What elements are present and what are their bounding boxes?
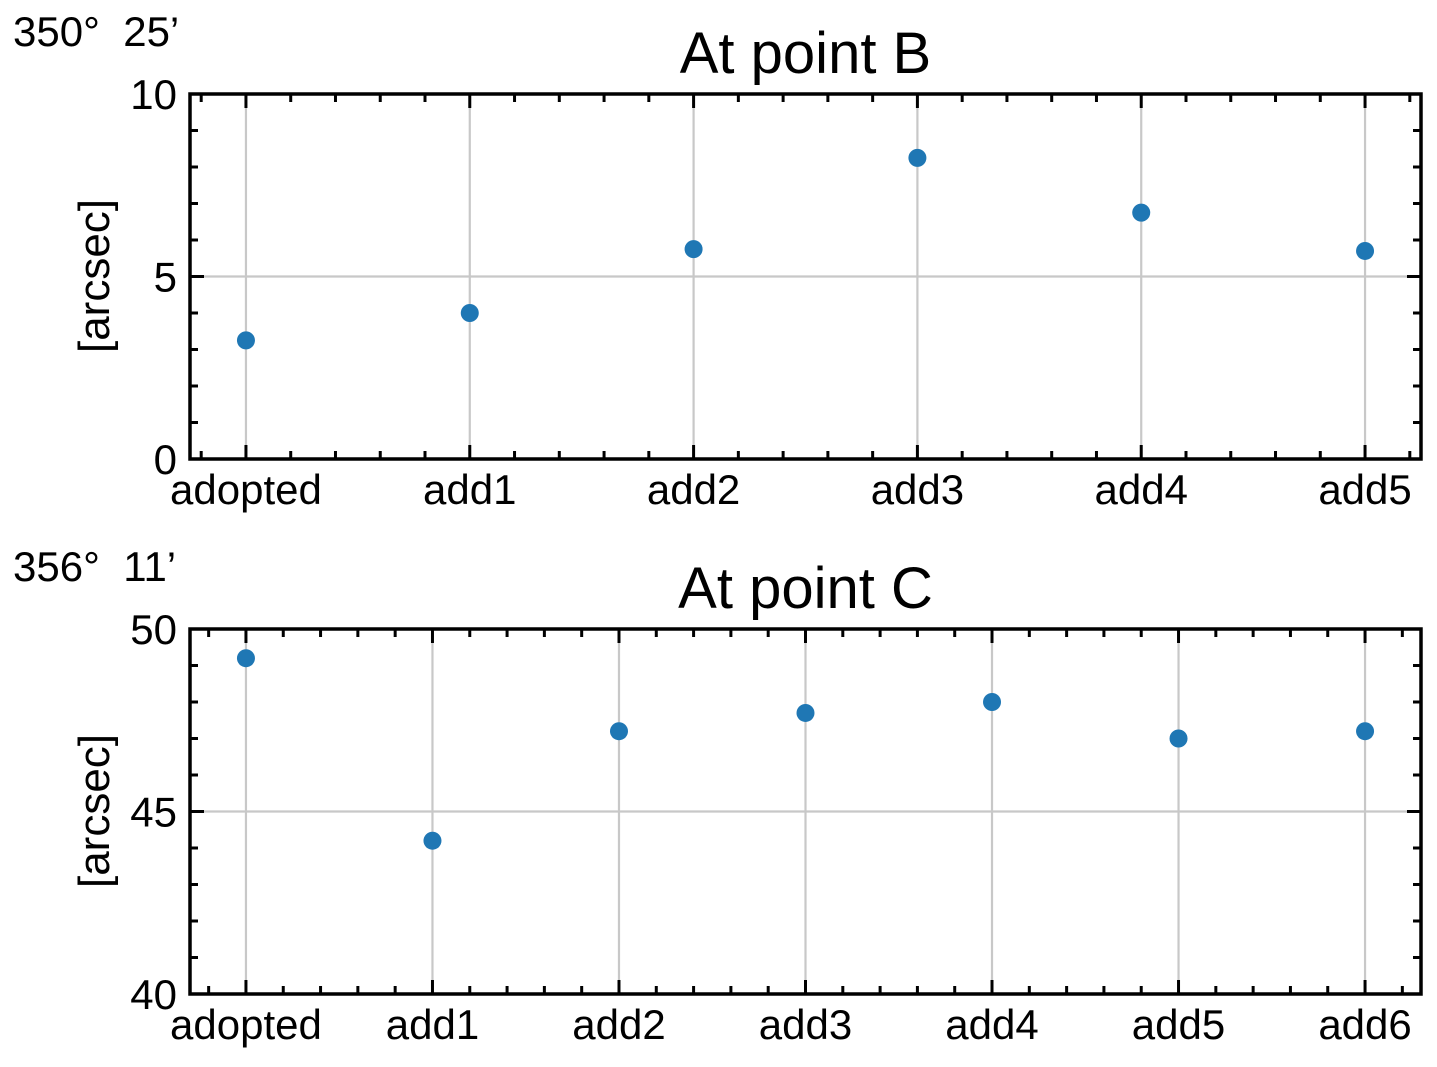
data-point-add5 — [1356, 241, 1375, 260]
data-point-adopted — [236, 331, 255, 350]
x-tick-label-add5: add5 — [1132, 1001, 1225, 1048]
data-point-add1 — [460, 304, 479, 322]
chart-title-point-c: At point C — [678, 556, 933, 621]
y-tick-label-5: 5 — [154, 254, 177, 301]
x-tick-label-adopted: adopted — [170, 1001, 322, 1048]
corner-annotation-point-b: 350° 25’ — [13, 8, 180, 55]
x-tick-label-add3: add3 — [871, 466, 964, 513]
y-tick-label-10: 10 — [130, 71, 177, 118]
y-tick-label-0: 0 — [154, 436, 177, 483]
data-point-adopted — [236, 649, 255, 668]
data-point-add4 — [983, 693, 1002, 711]
plot-area-point-b: 0 5 10 adopted add1 add2 add3 add4 add5 — [130, 71, 1423, 513]
x-tick-label-add5: add5 — [1318, 466, 1411, 513]
plot-area-point-c: 40 45 50 adopted add1 add2 add3 add4 add5 add6 — [130, 606, 1423, 1048]
y-tick-label-45: 45 — [130, 789, 177, 836]
data-point-add2 — [684, 240, 703, 259]
x-tick-label-add2: add2 — [647, 466, 740, 513]
data-point-add3 — [908, 148, 927, 167]
data-point-add6 — [1356, 722, 1375, 741]
data-point-add1 — [423, 831, 442, 850]
x-tick-label-add1: add1 — [423, 466, 516, 513]
chart-point-b: 350° 25’ At point B [arcsec] 0 5 10 adopted… — [0, 0, 1437, 532]
data-point-add2 — [609, 722, 628, 741]
y-tick-label-50: 50 — [130, 606, 177, 653]
data-point-add4 — [1132, 203, 1151, 222]
x-tick-label-add4: add4 — [945, 1001, 1038, 1048]
x-tick-label-add6: add6 — [1318, 1001, 1411, 1048]
x-tick-label-add4: add4 — [1095, 466, 1188, 513]
x-tick-label-add1: add1 — [386, 1001, 479, 1048]
chart-point-c: 356° 11’ At point C [arcsec] 40 45 50 adopt… — [0, 535, 1437, 1067]
data-point-add5 — [1169, 729, 1188, 748]
data-point-add3 — [796, 703, 815, 722]
y-tick-label-40: 40 — [130, 971, 177, 1018]
chart-title-point-b: At point B — [679, 21, 932, 86]
x-tick-label-adopted: adopted — [170, 466, 322, 513]
corner-annotation-point-c: 356° 11’ — [13, 543, 177, 590]
x-tick-label-add3: add3 — [759, 1001, 852, 1048]
x-tick-label-add2: add2 — [572, 1001, 665, 1048]
